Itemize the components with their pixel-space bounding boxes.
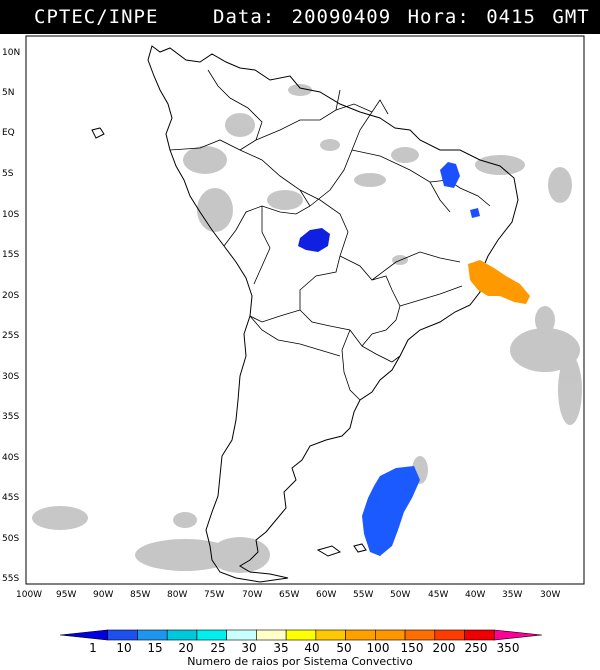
colorbar-swatch (345, 629, 376, 641)
colorbar-swatch (166, 629, 198, 641)
source-label: CPTEC/INPE (34, 6, 159, 28)
lon-label: 70W (242, 590, 262, 600)
colorbar-swatch (434, 629, 465, 641)
colorbar-swatch (226, 629, 257, 641)
lat-label: 50S (2, 534, 19, 544)
colorbar-swatch (404, 629, 436, 641)
colorbar-swatch (464, 629, 495, 641)
blue-cluster-south-atlantic (362, 466, 420, 556)
colorbar-swatch (493, 629, 543, 641)
lightning-map: 10N 5N EQ 5S 10S 15S 20S 25S 30S 35S 40S… (2, 35, 585, 668)
colorbar-tick: 40 (304, 641, 319, 655)
falkland-islands (316, 545, 342, 557)
colorbar-tick: 1 (89, 641, 97, 655)
colorbar-tick: 150 (401, 641, 424, 655)
colorbar-title: Numero de raios por Sistema Convectivo (187, 655, 413, 668)
convective-systems (298, 162, 530, 556)
lon-label: 85W (130, 590, 150, 600)
blue-cluster-small-ne (470, 208, 480, 218)
lat-label: 45S (2, 493, 19, 503)
colorbar-tick: 10 (116, 641, 131, 655)
colorbar-swatch (59, 629, 109, 641)
lat-label: 20S (2, 291, 19, 301)
lon-label: 95W (56, 590, 76, 600)
lon-label: 35W (502, 590, 522, 600)
lat-label: 25S (2, 331, 19, 341)
colorbar-tick: 15 (147, 641, 162, 655)
lon-label: 90W (93, 590, 113, 600)
country-borders (169, 69, 491, 363)
colorbar-tick: 50 (336, 641, 351, 655)
lon-label: 55W (353, 590, 373, 600)
coastline-layer (91, 45, 519, 583)
lat-label: 55S (2, 574, 19, 584)
header-bar: CPTEC/INPE Data: 20090409 Hora: 0415 GMT (0, 0, 600, 34)
lon-label: 45W (428, 590, 448, 600)
lat-label: EQ (2, 128, 15, 138)
lat-label: 10S (2, 210, 19, 220)
colorbar-swatch (375, 629, 406, 641)
colorbar-tick: 20 (178, 641, 193, 655)
southern-borders (249, 315, 361, 401)
colorbar-swatch (107, 629, 138, 641)
lon-label: 40W (465, 590, 485, 600)
blue-cluster-northeast (440, 162, 460, 188)
colorbar-tick: 25 (210, 641, 225, 655)
colorbar-tick: 200 (433, 641, 456, 655)
colorbar-tick-labels: 1 10 15 20 25 30 35 40 50 100 150 200 25… (89, 641, 519, 655)
lat-label: 5S (2, 169, 14, 179)
lat-label: 30S (2, 372, 19, 382)
lat-label: 15S (2, 250, 19, 260)
colorbar-swatch (285, 629, 317, 641)
lat-label: 35S (2, 412, 19, 422)
colorbar-swatch (315, 629, 346, 641)
lon-label: 75W (204, 590, 224, 600)
blue-cluster-central-brazil (298, 228, 330, 252)
latitude-axis: 10N 5N EQ 5S 10S 15S 20S 25S 30S 35S 40S… (2, 48, 20, 584)
colorbar-tick: 30 (241, 641, 256, 655)
lon-label: 60W (316, 590, 336, 600)
lon-label: 50W (390, 590, 410, 600)
lat-label: 40S (2, 453, 19, 463)
longitude-axis: 100W 95W 90W 85W 80W 75W 70W 65W 60W 55W… (16, 590, 560, 600)
colorbar-legend (59, 629, 543, 641)
lat-label: 10N (2, 48, 20, 58)
map-frame (25, 35, 585, 585)
colorbar-swatch (137, 629, 168, 641)
colorbar-swatch (196, 629, 227, 641)
colorbar-swatch (256, 629, 287, 641)
lat-label: 5N (2, 88, 14, 98)
datetime-label: Data: 20090409 Hora: 0415 GMT (213, 6, 590, 28)
colorbar-tick: 35 (273, 641, 288, 655)
lon-label: 30W (540, 590, 560, 600)
colorbar-tick: 250 (465, 641, 488, 655)
south-america-coastline (147, 45, 519, 583)
orange-cluster-atlantic (468, 260, 530, 304)
lon-label: 100W (16, 590, 42, 600)
lon-label: 65W (279, 590, 299, 600)
colorbar-tick: 100 (367, 641, 390, 655)
lon-label: 80W (167, 590, 187, 600)
cloud-layer (32, 84, 582, 573)
colorbar-tick: 350 (497, 641, 520, 655)
